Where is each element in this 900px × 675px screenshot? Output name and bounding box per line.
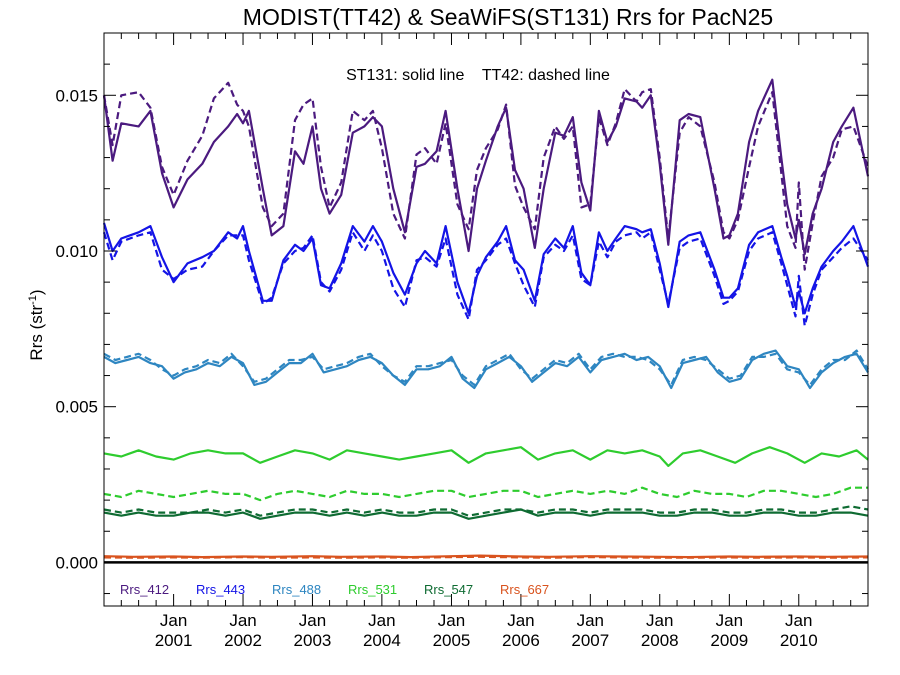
legend-entry-rrs-547: Rrs_547 [424,582,473,597]
legend-entry-rrs-443: Rrs_443 [196,582,245,597]
y-tick-label: 0.015 [55,86,98,105]
legend-entry-rrs-667: Rrs_667 [500,582,549,597]
series-line-rrs-488-st131-solid [103,349,869,390]
series-line-rrs-412-st131-solid [102,78,870,256]
axes-layer: 0.0000.0050.0100.015Jan2001Jan2002Jan200… [55,32,869,650]
x-tick-label-month: Jan [507,611,534,630]
x-tick-label-year: 2003 [294,631,332,650]
y-tick-label: 0.010 [55,242,98,261]
x-tick-label-month: Jan [785,611,812,630]
x-tick-label-month: Jan [368,611,395,630]
y-axis-label-text: Rrs (str [27,305,46,361]
series-line-rrs-531-st131-solid [103,446,869,467]
y-tick-label: 0.000 [55,553,98,572]
x-tick-label-month: Jan [229,611,256,630]
series-line-rrs-547-tt42-dashed [103,505,869,517]
series-line-rrs-667-tt42-dashed [103,555,869,559]
legend-entry-rrs-531: Rrs_531 [348,582,397,597]
x-tick-label-year: 2001 [155,631,193,650]
y-axis-label-superscript: -1 [27,295,39,305]
x-tick-label-month: Jan [299,611,326,630]
legend-entry-rrs-412: Rrs_412 [120,582,169,597]
x-tick-label-year: 2006 [502,631,540,650]
x-tick-label-year: 2008 [641,631,679,650]
series-line-rrs-443-tt42-dashed [102,231,869,327]
x-tick-label-year: 2004 [363,631,401,650]
y-axis-label: Rrs (str-1) [27,289,46,360]
series-line-rrs-531-tt42-dashed [103,486,868,502]
x-tick-label-year: 2002 [224,631,262,650]
x-tick-label-month: Jan [577,611,604,630]
chart-title: MODIST(TT42) & SeaWiFS(ST131) Rrs for Pa… [243,4,773,30]
x-tick-label-year: 2009 [710,631,748,650]
x-tick-label-month: Jan [160,611,187,630]
y-tick-label: 0.005 [55,398,98,417]
line-style-annotation: ST131: solid line TT42: dashed line [346,67,610,84]
x-tick-label-year: 2010 [780,631,818,650]
legend-entry-rrs-488: Rrs_488 [272,582,321,597]
x-tick-label-year: 2007 [571,631,609,650]
series-layer [102,78,870,559]
series-line-rrs-412-tt42-dashed [102,81,870,271]
x-tick-label-year: 2005 [433,631,471,650]
x-tick-label-month: Jan [646,611,673,630]
x-tick-label-month: Jan [438,611,465,630]
series-line-rrs-443-st131-solid [102,222,870,315]
y-axis-label-close: ) [27,289,46,295]
x-tick-label-month: Jan [716,611,743,630]
series-line-rrs-547-st131-solid [103,508,869,520]
series-line-rrs-488-tt42-dashed [103,349,869,386]
legend: Rrs_412 Rrs_443 Rrs_488 Rrs_531 Rrs_547 Rrs_6… [120,582,549,597]
